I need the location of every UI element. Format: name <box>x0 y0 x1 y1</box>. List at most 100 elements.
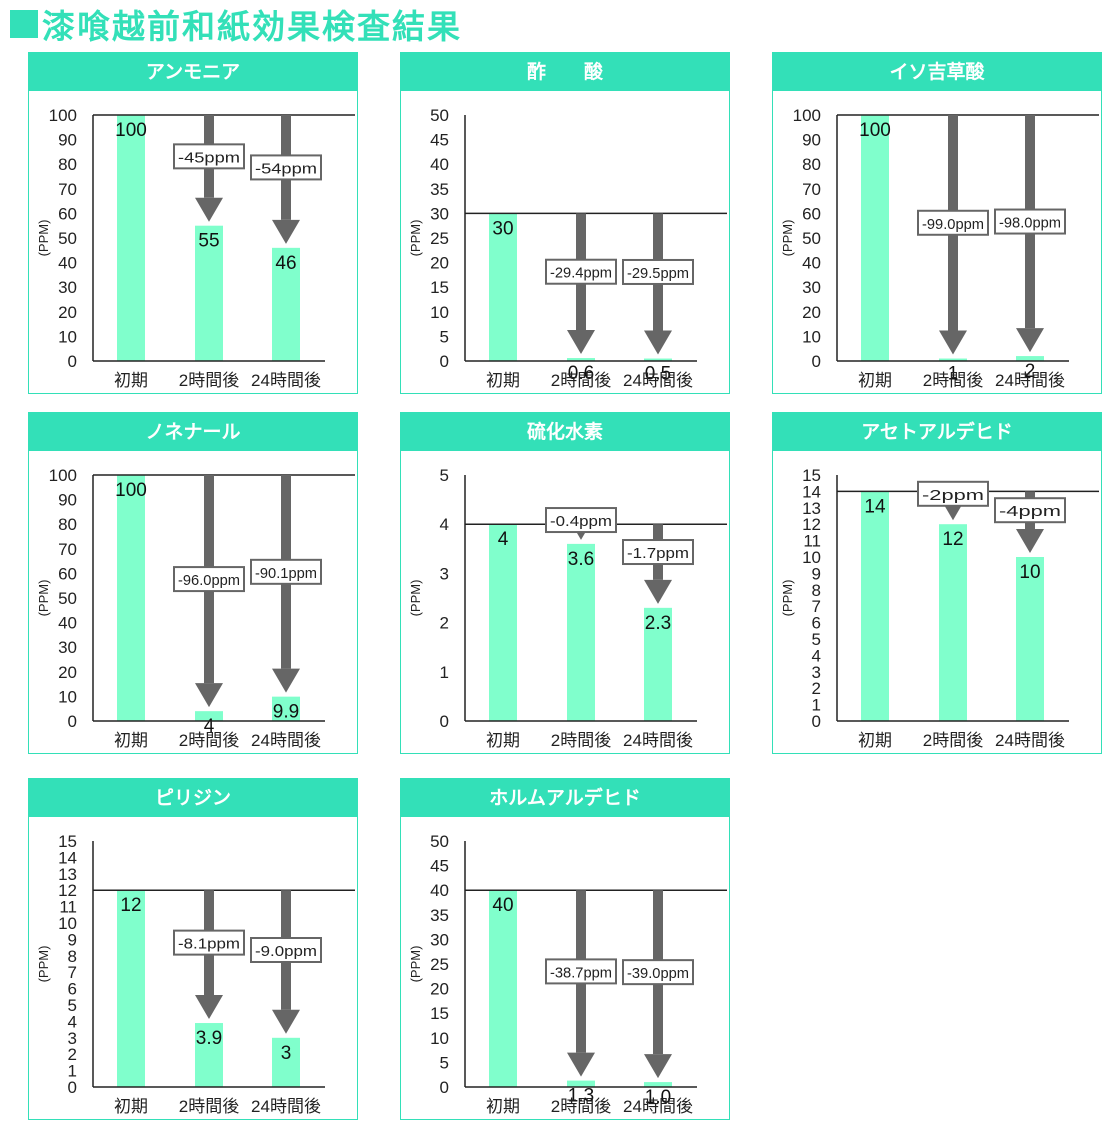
y-tick-label: 50 <box>430 832 449 851</box>
chart-title: 酢 酸 <box>401 53 729 91</box>
y-tick-label: 100 <box>793 106 821 125</box>
reduction-label-box <box>622 258 694 285</box>
y-tick-label: 20 <box>58 303 77 322</box>
y-tick-label: 30 <box>430 204 449 223</box>
y-tick-label: 2 <box>440 614 449 633</box>
y-tick-label: 4 <box>68 1012 77 1031</box>
chart-plot: 0 5 10 15 20 25 30 35 40 45 50 (PPM) -38.7ppm -39.0pp… <box>408 832 727 1116</box>
data-label: 2 <box>1025 361 1036 382</box>
y-tick-label: 40 <box>430 881 449 900</box>
chart-title: アセトアルデヒド <box>773 413 1101 451</box>
data-label: 3 <box>281 1043 292 1064</box>
reduction-label: -0.4ppm <box>550 513 612 530</box>
bar <box>644 358 672 361</box>
chart-title: ノネナール <box>29 413 357 451</box>
chart-plot: 0 10 20 30 40 50 60 70 80 90 100 (PPM) -96.0ppm -90.1… <box>36 466 355 750</box>
x-tick-label: 24時間後 <box>995 731 1065 750</box>
data-label: 12 <box>120 895 141 916</box>
bar <box>861 115 889 361</box>
chart-plot: 0123456789101112131415(PPM)-2ppm-4ppm141… <box>780 466 1099 750</box>
data-label: 1 <box>948 364 959 385</box>
reduction-label-box <box>250 558 322 585</box>
x-tick-label: 初期 <box>486 371 520 390</box>
reduction-label: -8.1ppm <box>178 936 240 953</box>
x-tick-label: 24時間後 <box>623 1097 693 1116</box>
y-tick-label: 9 <box>68 930 77 949</box>
y-tick-label: 35 <box>430 906 449 925</box>
x-tick-label: 24時間後 <box>251 371 321 390</box>
y-tick-label: 40 <box>802 254 821 273</box>
y-tick-label: 0 <box>68 1078 77 1097</box>
y-tick-label: 11 <box>803 532 821 551</box>
chart-panel: アンモニア 0 10 20 30 40 50 60 70 80 90 100 (PPM) -45ppm -5… <box>28 52 358 394</box>
x-tick-label: 初期 <box>114 1097 148 1116</box>
y-axis-label: (PPM) <box>780 220 795 257</box>
y-tick-label: 5 <box>440 327 449 346</box>
y-tick-label: 10 <box>430 303 449 322</box>
y-tick-label: 80 <box>58 515 77 534</box>
y-axis-label: (PPM) <box>780 580 795 617</box>
y-tick-label: 50 <box>802 229 821 248</box>
reduction-arrow-head <box>272 219 300 244</box>
reduction-arrow-head <box>644 330 672 355</box>
y-tick-label: 1 <box>440 663 449 682</box>
x-tick-label: 初期 <box>486 731 520 750</box>
y-tick-label: 70 <box>58 540 77 559</box>
y-tick-label: 7 <box>68 963 77 982</box>
y-tick-label: 10 <box>802 327 821 346</box>
y-tick-label: 1 <box>68 1062 77 1081</box>
y-tick-label: 12 <box>802 515 821 534</box>
page-title: 漆喰越前和紙効果検査結果 <box>10 4 462 46</box>
bar <box>1016 557 1044 721</box>
y-tick-label: 5 <box>440 1053 449 1072</box>
y-tick-label: 0 <box>440 1078 449 1097</box>
reduction-label: -29.4ppm <box>550 265 612 282</box>
data-label: 0.6 <box>568 363 594 384</box>
reduction-label: -4ppm <box>999 503 1061 520</box>
y-tick-label: 15 <box>58 832 77 851</box>
x-tick-label: 2時間後 <box>923 371 983 390</box>
data-label: 0.5 <box>645 364 671 385</box>
reduction-label: -9.0ppm <box>255 943 317 960</box>
y-axis-label: (PPM) <box>408 220 423 257</box>
y-tick-label: 6 <box>812 614 821 633</box>
bar <box>489 213 517 361</box>
reduction-label: -38.7ppm <box>550 964 612 981</box>
x-tick-label: 初期 <box>486 1097 520 1116</box>
bar <box>489 524 517 721</box>
chart-plot: 0 10 20 30 40 50 60 70 80 90 100 (PPM) -45ppm -54ppm 1… <box>36 106 355 390</box>
reduction-arrow-head <box>644 1054 672 1079</box>
x-tick-label: 2時間後 <box>551 371 611 390</box>
y-tick-label: 8 <box>812 581 821 600</box>
y-tick-label: 80 <box>802 155 821 174</box>
chart-panel: イソ吉草酸 0 10 20 30 40 50 60 70 80 90 100 (PPM) -99.0ppm… <box>772 52 1102 394</box>
y-tick-label: 60 <box>802 204 821 223</box>
y-tick-label: 70 <box>58 180 77 199</box>
bar <box>567 358 595 361</box>
reduction-label-box <box>173 566 245 593</box>
y-tick-label: 3 <box>812 663 821 682</box>
y-tick-label: 15 <box>430 1004 449 1023</box>
x-tick-label: 24時間後 <box>995 371 1065 390</box>
bar <box>272 247 300 361</box>
y-tick-label: 13 <box>58 865 77 884</box>
y-tick-label: 40 <box>58 614 77 633</box>
y-tick-label: 5 <box>68 996 77 1015</box>
x-tick-label: 初期 <box>114 731 148 750</box>
y-tick-label: 45 <box>430 131 449 150</box>
data-label: 1.3 <box>568 1086 594 1107</box>
chart-plot: 0 5 10 15 20 25 30 35 40 45 50 (PPM) -29.4ppm -29.5pp… <box>408 106 727 390</box>
y-tick-label: 40 <box>430 155 449 174</box>
y-tick-label: 10 <box>430 1029 449 1048</box>
data-label: 100 <box>859 120 891 141</box>
bar <box>195 225 223 361</box>
x-tick-label: 初期 <box>858 371 892 390</box>
y-tick-label: 30 <box>430 930 449 949</box>
reduction-label: -1.7ppm <box>627 545 689 562</box>
chart-panel: ノネナール 0 10 20 30 40 50 60 70 80 90 100 (PPM) -96.0ppm… <box>28 412 358 754</box>
reduction-arrow-head <box>195 197 223 222</box>
data-label: 30 <box>492 218 513 239</box>
data-label: 100 <box>115 480 147 501</box>
y-tick-label: 90 <box>802 131 821 150</box>
